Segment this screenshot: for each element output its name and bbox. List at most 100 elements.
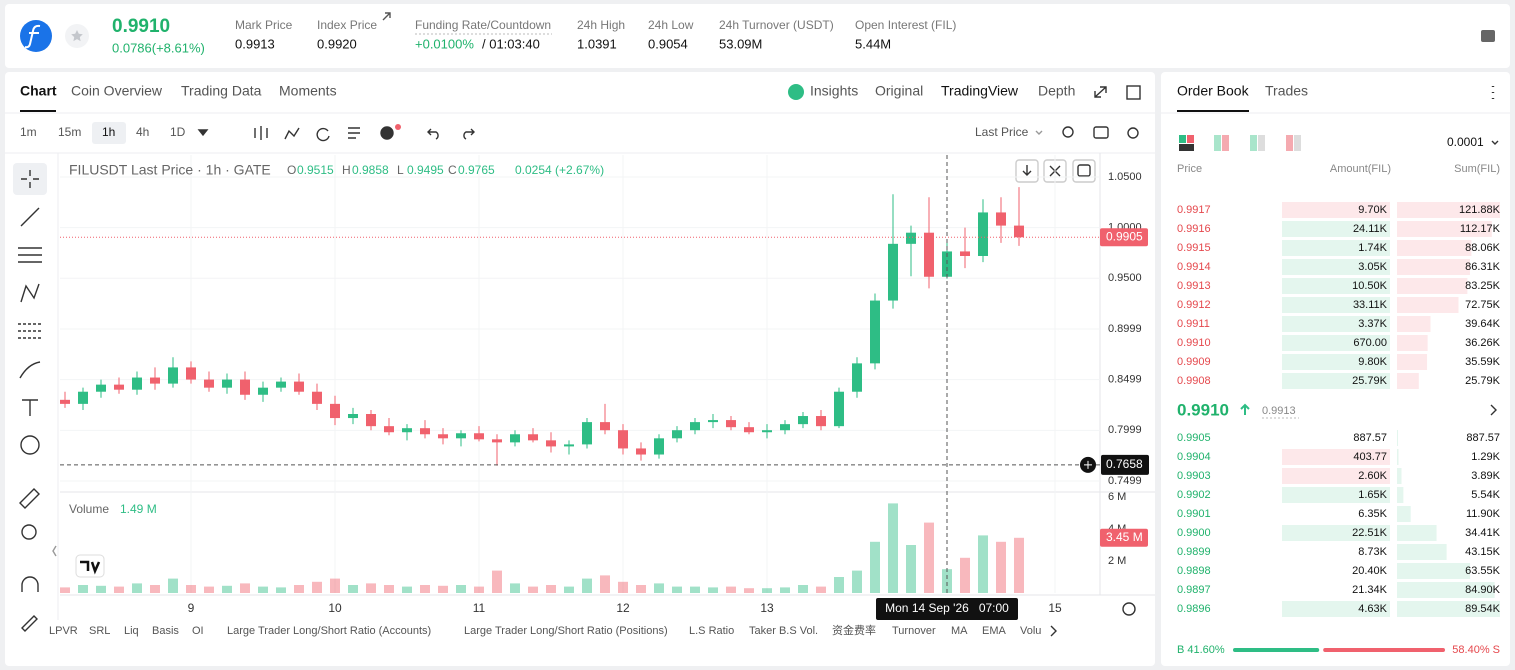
indicator-tab[interactable]: MA <box>951 625 968 637</box>
fullscreen-icon[interactable] <box>1094 86 1107 98</box>
book-price[interactable]: 0.9908 <box>1177 375 1211 387</box>
book-price[interactable]: 0.9911 <box>1177 318 1210 330</box>
indicator-tab[interactable]: Liq <box>124 625 139 637</box>
price-source[interactable]: Last Price <box>975 125 1029 139</box>
indicator-tab[interactable]: SRL <box>89 625 110 637</box>
chart-tab[interactable]: Moments <box>279 83 337 99</box>
buy-ratio: B 41.60% <box>1177 644 1225 656</box>
book-price[interactable]: 0.9917 <box>1177 204 1211 216</box>
book-price[interactable]: 0.9912 <box>1177 299 1211 311</box>
book-price[interactable]: 0.9897 <box>1177 584 1211 596</box>
book-price[interactable]: 0.9916 <box>1177 223 1211 235</box>
book-price[interactable]: 0.9914 <box>1177 261 1211 273</box>
view-icon[interactable] <box>1214 135 1221 151</box>
tool-lines[interactable] <box>18 247 42 263</box>
indicator-tab[interactable]: Large Trader Long/Short Ratio (Positions… <box>464 625 668 637</box>
tool-text[interactable] <box>22 399 38 416</box>
redo-icon[interactable] <box>463 128 475 140</box>
volume-bar <box>618 581 628 593</box>
precision[interactable]: 0.0001 <box>1447 135 1484 149</box>
amount-flash <box>1282 468 1390 484</box>
reset-button[interactable] <box>1072 159 1096 183</box>
indicator-tab[interactable]: Basis <box>152 625 179 637</box>
book-tab[interactable]: Order Book <box>1177 83 1250 99</box>
layout-icon[interactable] <box>1481 30 1495 42</box>
book-price[interactable]: 0.9898 <box>1177 565 1211 577</box>
book-tab[interactable]: Trades <box>1265 83 1308 99</box>
chart-tab[interactable]: Trading Data <box>181 83 262 99</box>
scroll-button[interactable] <box>1015 159 1039 183</box>
interval[interactable]: 15m <box>58 125 81 139</box>
indicator-tab[interactable]: 资金费率 <box>832 623 876 637</box>
book-price[interactable]: 0.9904 <box>1177 451 1211 463</box>
view-tab[interactable]: TradingView <box>941 83 1019 99</box>
interval[interactable]: 4h <box>136 125 149 139</box>
mid-arrow[interactable] <box>1490 404 1497 416</box>
view-icon[interactable] <box>1286 135 1293 151</box>
indicator-tab[interactable]: LPVR <box>49 625 78 637</box>
source-dropdown[interactable] <box>1035 130 1043 135</box>
precision-dropdown[interactable] <box>1491 140 1499 145</box>
tool-line[interactable] <box>20 207 40 227</box>
template-icon[interactable] <box>348 127 360 139</box>
axis-settings[interactable] <box>1122 602 1136 616</box>
undo-icon[interactable] <box>427 128 439 140</box>
settings-icon[interactable] <box>1127 127 1139 139</box>
tool-emoji[interactable] <box>20 435 40 455</box>
book-sum: 35.59K <box>1465 356 1501 368</box>
candle-body <box>762 430 772 433</box>
book-price[interactable]: 0.9902 <box>1177 489 1211 501</box>
tool-magnet[interactable] <box>21 576 39 592</box>
indicator-tab[interactable]: Taker B.S Vol. <box>749 625 818 637</box>
interval[interactable]: 1m <box>20 125 37 139</box>
book-price[interactable]: 0.9909 <box>1177 356 1211 368</box>
book-price[interactable]: 0.9913 <box>1177 280 1211 292</box>
more-tabs[interactable] <box>1050 625 1057 637</box>
interval[interactable]: 1D <box>170 125 186 139</box>
view-icon[interactable] <box>1179 135 1186 143</box>
tool-ruler[interactable] <box>19 488 40 509</box>
collapse-toggle[interactable] <box>52 545 57 557</box>
interval-dropdown[interactable] <box>197 129 209 137</box>
book-price[interactable]: 0.9900 <box>1177 527 1211 539</box>
book-price[interactable]: 0.9905 <box>1177 432 1211 444</box>
indicator-tab[interactable]: EMA <box>982 625 1007 637</box>
tool-edit[interactable] <box>21 615 38 632</box>
replay-icon[interactable] <box>316 127 330 142</box>
volume-bar <box>888 503 898 593</box>
view-tab[interactable]: Insights <box>810 83 858 99</box>
tool-fib[interactable] <box>18 323 42 339</box>
indicator-tab[interactable]: Volu <box>1020 625 1041 637</box>
chart-tab[interactable]: Chart <box>20 83 57 99</box>
book-price[interactable]: 0.9910 <box>1177 337 1211 349</box>
tool-pattern[interactable] <box>20 283 40 303</box>
book-price[interactable]: 0.9899 <box>1177 546 1211 558</box>
view-tab[interactable]: Original <box>875 83 923 99</box>
volume-bar <box>330 578 340 593</box>
indicator-tab[interactable]: L.S Ratio <box>689 625 734 637</box>
search-icon[interactable] <box>1062 126 1074 138</box>
candle-body <box>582 422 592 445</box>
tool-crosshair[interactable] <box>21 170 39 188</box>
x-tick-label: 15 <box>1048 601 1062 615</box>
tool-brush[interactable] <box>19 361 41 379</box>
window-icon[interactable] <box>1126 85 1141 100</box>
add-icon[interactable] <box>380 126 394 140</box>
book-price[interactable]: 0.9903 <box>1177 470 1211 482</box>
interval[interactable]: 1h <box>102 125 115 139</box>
tool-zoom[interactable] <box>21 524 37 540</box>
book-price[interactable]: 0.9901 <box>1177 508 1211 520</box>
chart-tab[interactable]: Coin Overview <box>71 83 163 99</box>
chart-type-icon[interactable] <box>254 126 268 140</box>
indicator-tab[interactable]: Turnover <box>892 625 936 637</box>
book-price[interactable]: 0.9915 <box>1177 242 1211 254</box>
screenshot-icon[interactable] <box>1093 126 1109 139</box>
view-icon[interactable] <box>1250 135 1257 151</box>
view-icon <box>1258 135 1265 151</box>
last-price-label: 0.9905 <box>1106 229 1143 243</box>
book-price[interactable]: 0.9896 <box>1177 603 1211 615</box>
indicator-icon[interactable] <box>284 127 300 140</box>
indicator-tab[interactable]: Large Trader Long/Short Ratio (Accounts) <box>227 625 431 637</box>
indicator-tab[interactable]: OI <box>192 625 204 637</box>
view-tab[interactable]: Depth <box>1038 83 1075 99</box>
